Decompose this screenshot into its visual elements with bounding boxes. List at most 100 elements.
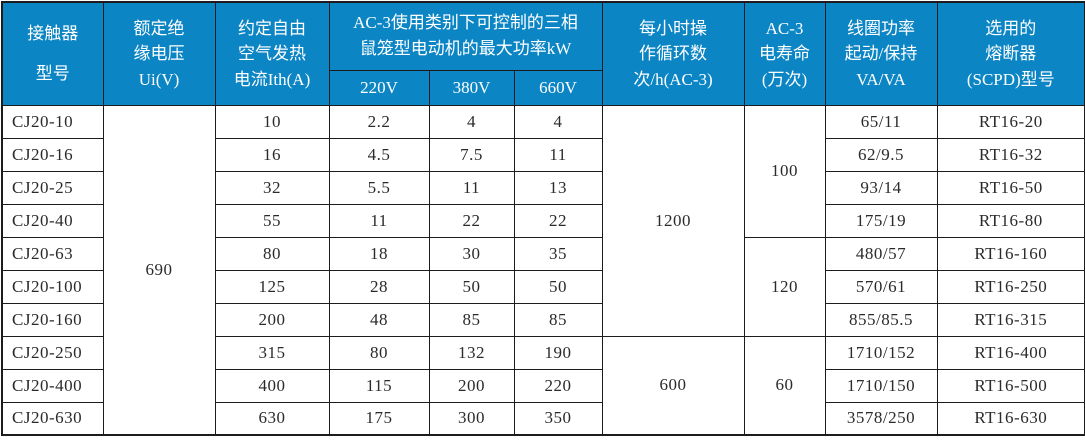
table-row: CJ20-25 32 5.5 11 13 93/14 RT16-50 — [1, 170, 1085, 205]
cell-power-380v: 4 — [428, 104, 515, 139]
header-text-line: 线圈功率 — [847, 18, 916, 38]
header-thermal-current: 约定自由 空气发热 电流Ith(A) — [214, 1, 330, 106]
cell-thermal-current: 55 — [214, 203, 330, 238]
cell-thermal-current: 10 — [214, 104, 330, 139]
header-text-line: 型号 — [35, 63, 70, 83]
cell-model: CJ20-630 — [1, 401, 104, 436]
table-row: CJ20-63 80 18 30 35 120 480/57 RT16-160 — [1, 236, 1085, 337]
cell-power-380v: 11 — [428, 170, 515, 205]
header-text-line: 缘电压 — [133, 44, 185, 63]
cell-thermal-current: 630 — [214, 401, 330, 436]
cell-coil-power: 1710/150 — [824, 368, 938, 403]
cell-fuse-type: RT16-32 — [936, 137, 1085, 172]
cell-electrical-life: 60 — [743, 335, 826, 436]
cell-cycles-per-hour: 600 — [601, 335, 745, 436]
cell-power-660v: 13 — [513, 170, 603, 205]
cell-fuse-type: RT16-80 — [936, 203, 1085, 238]
cell-power-660v: 190 — [513, 335, 603, 370]
cell-power-380v: 200 — [428, 368, 515, 403]
cell-power-660v: 85 — [513, 302, 603, 337]
cell-model: CJ20-100 — [1, 269, 104, 304]
cell-model: CJ20-10 — [1, 104, 104, 139]
header-text-line: (万次) — [761, 69, 808, 89]
cell-power-380v: 22 — [428, 203, 515, 238]
cell-power-380v: 132 — [428, 335, 515, 370]
cell-power-220v: 11 — [328, 203, 430, 238]
cell-power-220v: 18 — [328, 236, 430, 271]
cell-coil-power: 480/57 — [824, 236, 938, 271]
cell-fuse-type: RT16-250 — [936, 269, 1085, 304]
cell-coil-power: 175/19 — [824, 203, 938, 238]
cell-power-220v: 4.5 — [328, 137, 430, 172]
cell-coil-power: 3578/250 — [824, 401, 938, 436]
table-row: CJ20-40 55 11 22 22 175/19 RT16-80 — [1, 203, 1085, 238]
header-text-line: 作循环数 — [639, 44, 708, 63]
cell-power-380v: 30 — [428, 236, 515, 271]
header-text-line: 空气发热 — [238, 44, 306, 63]
cell-power-220v: 5.5 — [328, 170, 430, 205]
header-text-line: 约定自由 — [238, 18, 306, 38]
header-contactor-model: 接触器 型号 — [1, 1, 104, 106]
cell-fuse-type: RT16-500 — [936, 368, 1085, 403]
cell-coil-power: 65/11 — [824, 104, 938, 139]
header-text-line: 起动/保持 — [844, 44, 918, 63]
header-text-line: 选用的 — [985, 18, 1037, 38]
header-text-line: Ui(V) — [138, 69, 180, 89]
header-voltage-660v: 660V — [513, 69, 603, 106]
header-voltage-380v: 380V — [428, 69, 515, 106]
cell-coil-power: 855/85.5 — [824, 302, 938, 337]
cell-power-220v: 28 — [328, 269, 430, 304]
table-row: CJ20-250 315 80 132 190 600 60 1710/152 … — [1, 335, 1085, 436]
cell-electrical-life: 120 — [743, 236, 826, 337]
cell-cycles-per-hour: 1200 — [601, 104, 745, 337]
cell-model: CJ20-16 — [1, 137, 104, 172]
cell-fuse-type: RT16-630 — [936, 401, 1085, 436]
cell-fuse-type: RT16-315 — [936, 302, 1085, 337]
cell-power-660v: 350 — [513, 401, 603, 436]
cell-coil-power: 62/9.5 — [824, 137, 938, 172]
cell-power-660v: 11 — [513, 137, 603, 172]
cell-model: CJ20-400 — [1, 368, 104, 403]
header-text-line: AC-3使用类别下可控制的三相 — [353, 12, 578, 32]
header-text-line: AC-3 — [765, 18, 804, 38]
header-text-line: 电寿命 — [759, 44, 811, 63]
cell-thermal-current: 315 — [214, 335, 330, 370]
cell-power-220v: 175 — [328, 401, 430, 436]
header-cycles-per-hour: 每小时操 作循环数 次/h(AC-3) — [601, 1, 745, 106]
cell-power-220v: 48 — [328, 302, 430, 337]
cell-coil-power: 1710/152 — [824, 335, 938, 370]
cell-coil-power: 570/61 — [824, 269, 938, 304]
cell-model: CJ20-25 — [1, 170, 104, 205]
header-electrical-life: AC-3 电寿命 (万次) — [743, 1, 826, 106]
cell-coil-power: 93/14 — [824, 170, 938, 205]
header-text-line: 额定绝 — [133, 18, 185, 38]
header-text-line: 接触器 — [27, 23, 79, 43]
cell-model: CJ20-160 — [1, 302, 104, 337]
cell-fuse-type: RT16-50 — [936, 170, 1085, 205]
cell-electrical-life: 100 — [743, 104, 826, 238]
cell-thermal-current: 32 — [214, 170, 330, 205]
header-insulation-voltage: 额定绝 缘电压 Ui(V) — [102, 1, 216, 106]
cell-thermal-current: 16 — [214, 137, 330, 172]
cell-power-660v: 50 — [513, 269, 603, 304]
table-row: CJ20-100 125 28 50 50 570/61 RT16-250 — [1, 269, 1085, 304]
cell-power-380v: 85 — [428, 302, 515, 337]
cell-power-660v: 220 — [513, 368, 603, 403]
table-row: CJ20-10 690 10 2.2 4 4 1200 100 65/11 RT… — [1, 104, 1085, 436]
cell-insulation-voltage: 690 — [102, 104, 216, 436]
cell-fuse-type: RT16-20 — [936, 104, 1085, 139]
cell-model: CJ20-250 — [1, 335, 104, 370]
header-text-line: 次/h(AC-3) — [633, 69, 713, 89]
cell-power-660v: 22 — [513, 203, 603, 238]
cell-power-220v: 2.2 — [328, 104, 430, 139]
header-text-line: 每小时操 — [639, 18, 708, 38]
cell-fuse-type: RT16-400 — [936, 335, 1085, 370]
cell-thermal-current: 80 — [214, 236, 330, 271]
header-voltage-220v: 220V — [328, 69, 430, 106]
header-text-line: (SCPD)型号 — [966, 69, 1055, 89]
header-text-line: 鼠笼型电动机的最大功率kW — [359, 39, 572, 59]
table-row: CJ20-400 400 115 200 220 1710/150 RT16-5… — [1, 368, 1085, 403]
cell-model: CJ20-63 — [1, 236, 104, 271]
cell-power-660v: 35 — [513, 236, 603, 271]
